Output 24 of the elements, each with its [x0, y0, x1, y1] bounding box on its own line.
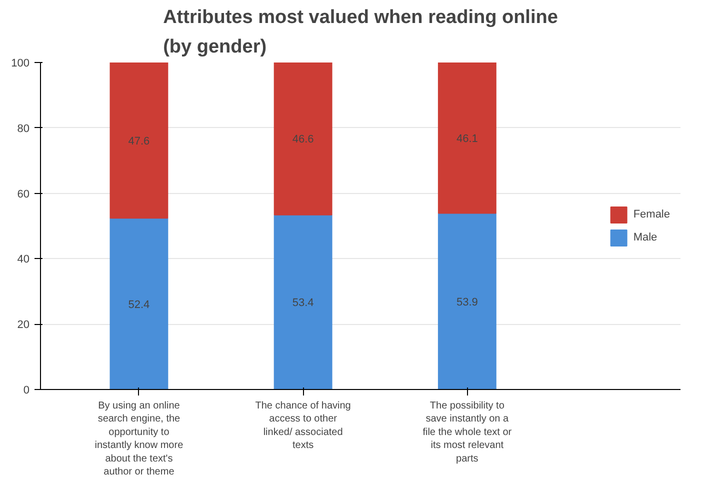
data-label: 46.6 [292, 134, 314, 146]
data-label: 46.1 [456, 132, 478, 145]
data-label: 53.9 [456, 296, 478, 308]
legend-label: Female [633, 208, 670, 220]
bar [110, 62, 168, 219]
bar [274, 214, 332, 390]
x-tick-label: By using an online search engine, the opportunity to instantly know more about the text's author or theme [94, 400, 184, 478]
data-label: 53.4 [292, 297, 314, 310]
y-tick-label: 100 [11, 58, 30, 70]
y-tick-label: 80 [17, 122, 30, 135]
chart-title: Attributes most valued when reading online (by gender) [163, 7, 558, 58]
bar [438, 62, 496, 214]
y-tick-label: 60 [17, 188, 30, 200]
data-label: 47.6 [128, 135, 150, 148]
bar [274, 62, 332, 216]
data-label: 52.4 [128, 298, 150, 311]
x-tick-label: The chance of having access to other linked/ associated texts [255, 400, 351, 452]
legend-label: Male [633, 231, 658, 243]
y-tick-label: 40 [17, 254, 30, 266]
bar [110, 218, 168, 390]
x-tick-label: The possibility to save instantly on a file the whole text or its most relevant parts [422, 400, 512, 464]
y-tick-label: 20 [17, 319, 30, 332]
y-tick-label: 0 [23, 384, 30, 396]
bar [438, 212, 496, 390]
